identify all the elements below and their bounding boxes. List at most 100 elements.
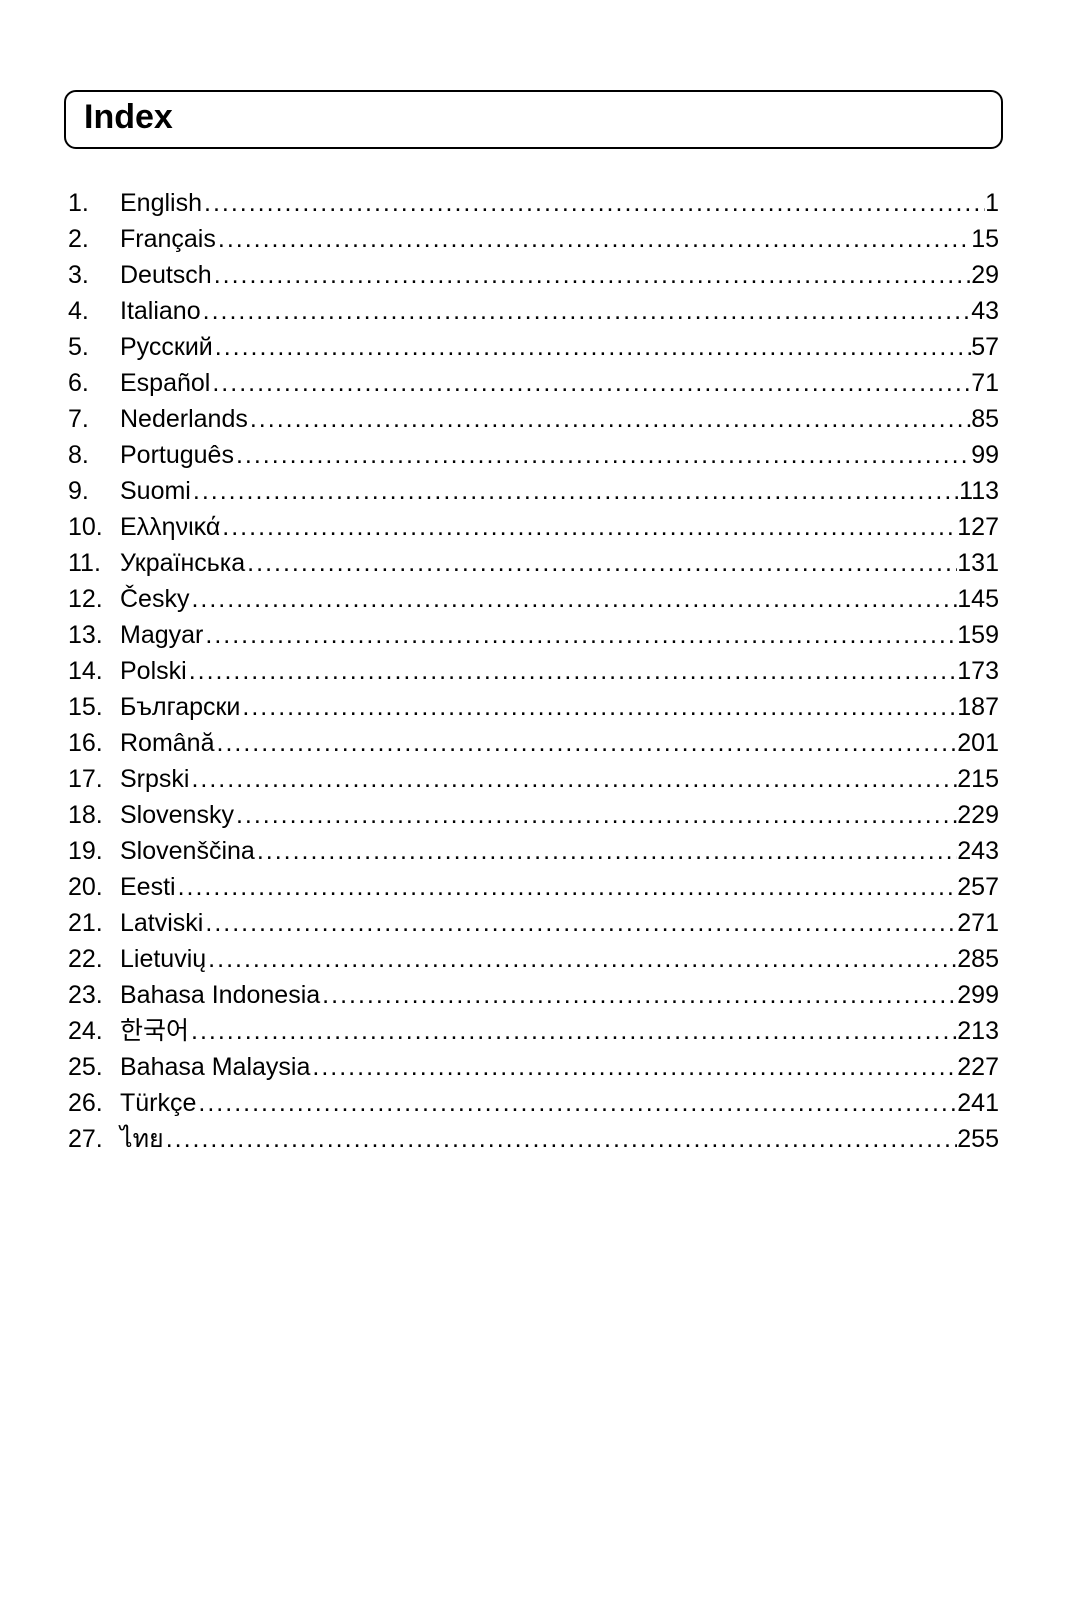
entry-label: Español — [120, 365, 210, 401]
entry-label: Português — [120, 437, 234, 473]
entry-number: 10. — [68, 509, 120, 545]
index-entry: 8.Português.............................… — [68, 437, 999, 473]
entry-page-number: 229 — [957, 797, 999, 833]
entry-label: Slovensky — [120, 797, 234, 833]
entry-number: 11. — [68, 545, 120, 581]
entry-number: 18. — [68, 797, 120, 833]
entry-number: 13. — [68, 617, 120, 653]
entry-label: Česky — [120, 581, 189, 617]
leader-dots: ........................................… — [187, 653, 958, 689]
entry-page-number: 1 — [985, 185, 999, 221]
entry-page-number: 187 — [957, 689, 999, 725]
entry-number: 21. — [68, 905, 120, 941]
entry-page-number: 201 — [957, 725, 999, 761]
entry-page-number: 57 — [971, 329, 999, 365]
entry-page-number: 131 — [957, 545, 999, 581]
index-entry: 16.Română...............................… — [68, 725, 999, 761]
index-entry: 25.Bahasa Malaysia......................… — [68, 1049, 999, 1085]
entry-number: 3. — [68, 257, 120, 293]
index-entry: 10.Ελληνικά.............................… — [68, 509, 999, 545]
leader-dots: ........................................… — [220, 509, 957, 545]
leader-dots: ........................................… — [203, 617, 957, 653]
title-box: Index — [64, 90, 1003, 149]
entry-page-number: 299 — [957, 977, 999, 1013]
leader-dots: ........................................… — [216, 221, 971, 257]
entry-page-number: 285 — [957, 941, 999, 977]
index-entry: 5.Русский...............................… — [68, 329, 999, 365]
entry-page-number: 15 — [971, 221, 999, 257]
entry-page-number: 215 — [957, 761, 999, 797]
leader-dots: ........................................… — [203, 905, 957, 941]
entry-number: 7. — [68, 401, 120, 437]
entry-number: 19. — [68, 833, 120, 869]
leader-dots: ........................................… — [191, 473, 959, 509]
entry-label: English — [120, 185, 202, 221]
index-entry: 9.Suomi.................................… — [68, 473, 999, 509]
entry-page-number: 99 — [971, 437, 999, 473]
index-entry: 15.Български............................… — [68, 689, 999, 725]
entry-label: Türkçe — [120, 1085, 196, 1121]
entry-label: Bahasa Indonesia — [120, 977, 320, 1013]
leader-dots: ........................................… — [310, 1049, 957, 1085]
entry-label: Latviski — [120, 905, 203, 941]
entry-label: Français — [120, 221, 216, 257]
entry-page-number: 243 — [957, 833, 999, 869]
entry-number: 23. — [68, 977, 120, 1013]
entry-number: 4. — [68, 293, 120, 329]
entry-label: Nederlands — [120, 401, 248, 437]
entry-label: Suomi — [120, 473, 191, 509]
entry-page-number: 159 — [957, 617, 999, 653]
entry-label: Български — [120, 689, 240, 725]
entry-page-number: 271 — [957, 905, 999, 941]
entry-page-number: 173 — [957, 653, 999, 689]
entry-page-number: 227 — [957, 1049, 999, 1085]
leader-dots: ........................................… — [234, 797, 957, 833]
entry-label: Eesti — [120, 869, 176, 905]
index-entry: 2.Français..............................… — [68, 221, 999, 257]
entry-label: Italiano — [120, 293, 201, 329]
document-page: Index 1.English.........................… — [0, 0, 1067, 1601]
leader-dots: ........................................… — [189, 761, 957, 797]
entry-label: Română — [120, 725, 215, 761]
index-entry: 20.Eesti................................… — [68, 869, 999, 905]
entry-number: 8. — [68, 437, 120, 473]
entry-number: 2. — [68, 221, 120, 257]
entry-page-number: 127 — [957, 509, 999, 545]
leader-dots: ........................................… — [164, 1121, 958, 1157]
entry-label: Lietuvių — [120, 941, 206, 977]
index-entry: 3.Deutsch...............................… — [68, 257, 999, 293]
entry-page-number: 113 — [959, 473, 999, 509]
entry-page-number: 85 — [971, 401, 999, 437]
index-entry: 21.Latviski.............................… — [68, 905, 999, 941]
entry-number: 22. — [68, 941, 120, 977]
entry-number: 15. — [68, 689, 120, 725]
leader-dots: ........................................… — [320, 977, 957, 1013]
leader-dots: ........................................… — [240, 689, 957, 725]
index-entry: 18.Slovensky............................… — [68, 797, 999, 833]
entry-label: Deutsch — [120, 257, 212, 293]
leader-dots: ........................................… — [202, 185, 985, 221]
index-entry: 11.Українська...........................… — [68, 545, 999, 581]
index-entry: 17.Srpski...............................… — [68, 761, 999, 797]
entry-label: Українська — [120, 545, 245, 581]
index-entry: 26.Türkçe...............................… — [68, 1085, 999, 1121]
leader-dots: ........................................… — [212, 257, 971, 293]
entry-label: Magyar — [120, 617, 203, 653]
entry-label: Ελληνικά — [120, 509, 220, 545]
entry-label: 한국어 — [120, 1013, 189, 1049]
leader-dots: ........................................… — [248, 401, 971, 437]
entry-number: 20. — [68, 869, 120, 905]
entry-number: 5. — [68, 329, 120, 365]
entry-number: 6. — [68, 365, 120, 401]
entry-number: 25. — [68, 1049, 120, 1085]
index-entry: 27.ไทย..................................… — [68, 1121, 999, 1157]
leader-dots: ........................................… — [210, 365, 971, 401]
index-entry: 14.Polski...............................… — [68, 653, 999, 689]
entry-number: 12. — [68, 581, 120, 617]
entry-number: 1. — [68, 185, 120, 221]
entry-page-number: 43 — [971, 293, 999, 329]
entry-number: 24. — [68, 1013, 120, 1049]
leader-dots: ........................................… — [176, 869, 958, 905]
index-entry: 1.English...............................… — [68, 185, 999, 221]
entry-page-number: 145 — [957, 581, 999, 617]
